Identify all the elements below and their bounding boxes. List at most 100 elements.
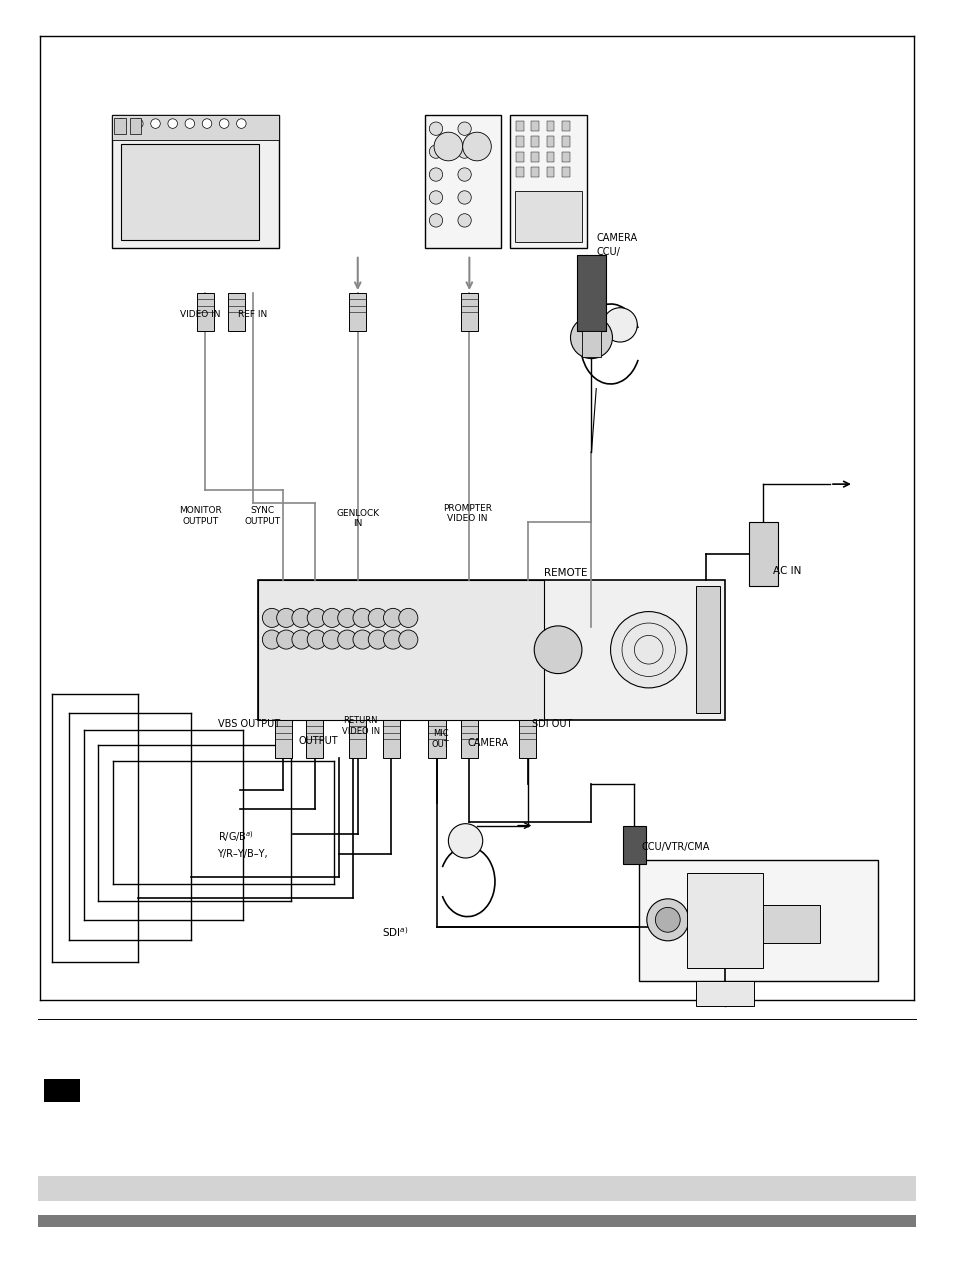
Circle shape xyxy=(151,118,160,129)
Text: VIDEO IN: VIDEO IN xyxy=(180,310,220,320)
Bar xyxy=(460,293,477,331)
Bar xyxy=(561,152,569,162)
Circle shape xyxy=(168,118,177,129)
Circle shape xyxy=(602,308,637,341)
Circle shape xyxy=(368,631,387,648)
Circle shape xyxy=(457,122,471,135)
Bar xyxy=(114,118,126,134)
Circle shape xyxy=(337,631,356,648)
Circle shape xyxy=(276,631,295,648)
Circle shape xyxy=(457,168,471,181)
Text: REMOTE: REMOTE xyxy=(543,568,587,578)
Bar xyxy=(622,826,645,864)
Bar xyxy=(516,152,523,162)
Circle shape xyxy=(448,824,482,857)
Text: CAMERA: CAMERA xyxy=(596,233,637,243)
Bar xyxy=(38,1176,915,1201)
Circle shape xyxy=(383,609,402,627)
Bar xyxy=(44,1079,80,1102)
Bar xyxy=(561,167,569,177)
Bar xyxy=(112,115,278,248)
Circle shape xyxy=(219,118,229,129)
Circle shape xyxy=(655,907,679,933)
Bar xyxy=(257,580,724,720)
Text: Y/R–Y/B–Y,: Y/R–Y/B–Y, xyxy=(217,848,268,859)
Bar xyxy=(762,905,820,943)
Bar xyxy=(515,191,581,242)
Bar xyxy=(510,115,586,248)
Bar xyxy=(639,860,877,981)
Text: RETURN
VIDEO IN: RETURN VIDEO IN xyxy=(341,716,379,736)
Bar xyxy=(581,331,600,357)
Bar xyxy=(546,167,554,177)
Text: MONITOR
OUTPUT: MONITOR OUTPUT xyxy=(179,506,221,526)
Text: CCU/: CCU/ xyxy=(596,247,619,257)
Circle shape xyxy=(353,631,372,648)
Text: SDI OUT: SDI OUT xyxy=(532,719,572,729)
Bar xyxy=(516,136,523,147)
Circle shape xyxy=(462,132,491,161)
Circle shape xyxy=(322,609,341,627)
Text: R/G/B$^{a)}$: R/G/B$^{a)}$ xyxy=(217,829,253,845)
Circle shape xyxy=(457,145,471,158)
Circle shape xyxy=(368,609,387,627)
Bar xyxy=(349,293,366,331)
Text: PROMPTER
VIDEO IN: PROMPTER VIDEO IN xyxy=(442,503,492,524)
Bar xyxy=(130,118,141,134)
Bar xyxy=(228,293,245,331)
Circle shape xyxy=(307,609,326,627)
Text: SYNC
OUTPUT: SYNC OUTPUT xyxy=(244,506,280,526)
Bar xyxy=(531,136,538,147)
Circle shape xyxy=(570,317,612,358)
Text: CAMERA: CAMERA xyxy=(467,738,508,748)
Text: MIC
OUT: MIC OUT xyxy=(432,729,449,749)
Bar xyxy=(546,152,554,162)
Bar xyxy=(577,255,605,331)
Circle shape xyxy=(457,191,471,204)
Circle shape xyxy=(434,132,462,161)
Bar xyxy=(38,1215,915,1228)
Circle shape xyxy=(262,631,281,648)
Text: OUTPUT: OUTPUT xyxy=(298,736,338,747)
Bar xyxy=(686,873,762,968)
Text: VBS OUTPUT: VBS OUTPUT xyxy=(217,719,279,729)
Circle shape xyxy=(429,191,442,204)
Bar xyxy=(306,720,323,758)
Text: CCU/VTR/CMA: CCU/VTR/CMA xyxy=(640,842,709,852)
Bar xyxy=(561,136,569,147)
Circle shape xyxy=(353,609,372,627)
Bar xyxy=(424,115,500,248)
Text: GENLOCK
IN: GENLOCK IN xyxy=(335,508,379,529)
Circle shape xyxy=(292,609,311,627)
Bar xyxy=(516,167,523,177)
Bar xyxy=(531,152,538,162)
Bar xyxy=(196,293,213,331)
Bar xyxy=(428,720,445,758)
Circle shape xyxy=(429,168,442,181)
Circle shape xyxy=(429,145,442,158)
Circle shape xyxy=(646,899,688,940)
Bar xyxy=(382,720,399,758)
Circle shape xyxy=(276,609,295,627)
Circle shape xyxy=(534,626,581,674)
Circle shape xyxy=(133,118,143,129)
Bar xyxy=(121,144,259,240)
Circle shape xyxy=(337,609,356,627)
Bar xyxy=(546,136,554,147)
Bar xyxy=(349,720,366,758)
Text: SDI$^{a)}$: SDI$^{a)}$ xyxy=(381,926,408,939)
Circle shape xyxy=(322,631,341,648)
Bar xyxy=(516,121,523,131)
Circle shape xyxy=(610,612,686,688)
Bar xyxy=(531,167,538,177)
Bar xyxy=(696,981,753,1006)
Circle shape xyxy=(307,631,326,648)
Circle shape xyxy=(185,118,194,129)
Circle shape xyxy=(116,118,126,129)
Bar xyxy=(748,522,777,586)
Circle shape xyxy=(292,631,311,648)
Bar xyxy=(546,121,554,131)
Circle shape xyxy=(429,214,442,227)
Bar xyxy=(518,720,536,758)
Circle shape xyxy=(236,118,246,129)
